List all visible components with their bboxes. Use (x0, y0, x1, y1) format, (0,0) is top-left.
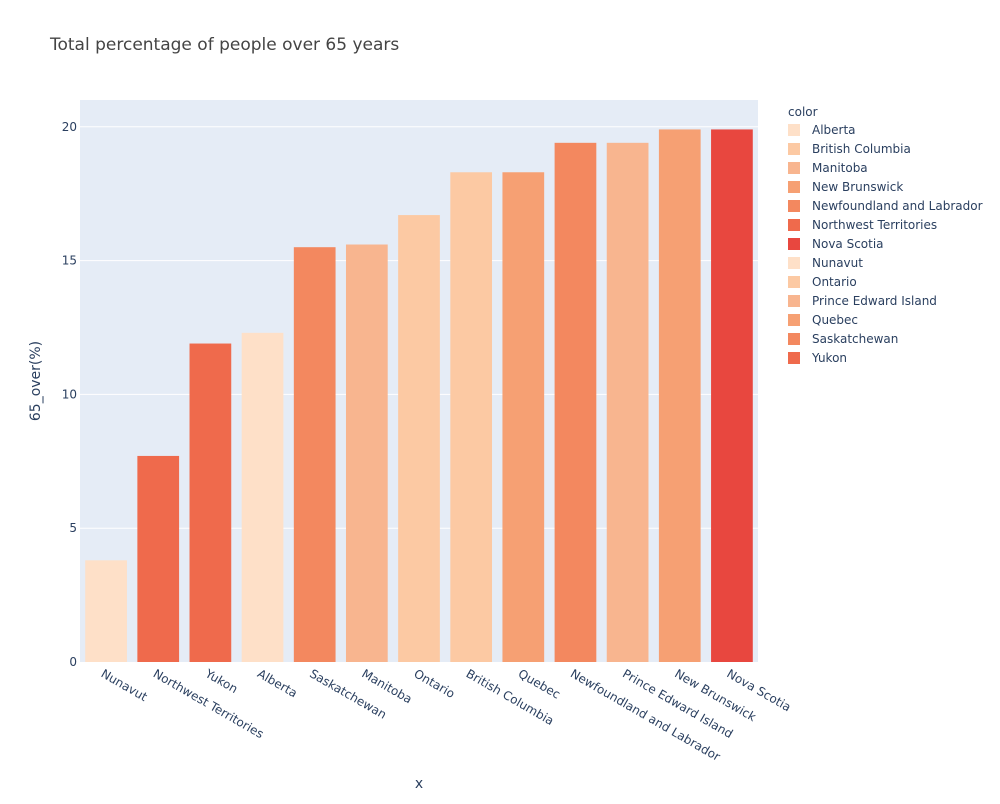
legend-item-northwest-territories[interactable]: Northwest Territories (788, 218, 937, 232)
legend-swatch (788, 314, 800, 326)
bar-northwest-territories[interactable] (137, 455, 180, 662)
legend-item-manitoba[interactable]: Manitoba (788, 161, 868, 175)
legend-label: Prince Edward Island (812, 294, 937, 308)
legend-swatch (788, 162, 800, 174)
bar-quebec[interactable] (502, 172, 545, 662)
legend-label: Northwest Territories (812, 218, 937, 232)
legend-label: Quebec (812, 313, 858, 327)
bar-prince-edward-island[interactable] (606, 142, 649, 663)
legend-swatch (788, 219, 800, 231)
legend-label: Saskatchewan (812, 332, 898, 346)
legend-swatch (788, 257, 800, 269)
x-tick-label: Alberta (255, 666, 300, 700)
legend-label: British Columbia (812, 142, 911, 156)
legend-swatch (788, 352, 800, 364)
y-tick-label: 5 (69, 521, 77, 535)
legend-label: Manitoba (812, 161, 868, 175)
legend-item-new-brunswick[interactable]: New Brunswick (788, 180, 903, 194)
bar-nunavut[interactable] (85, 560, 127, 662)
legend-swatch (788, 238, 800, 250)
bar-newfoundland-and-labrador[interactable] (554, 142, 597, 663)
y-tick-label: 10 (62, 387, 77, 401)
legend-label: Yukon (811, 351, 847, 365)
bar-nova-scotia[interactable] (711, 129, 753, 662)
bar-british-columbia[interactable] (450, 172, 493, 662)
legend-swatch (788, 143, 800, 155)
bar-yukon[interactable] (189, 343, 232, 662)
legend-label: Nunavut (812, 256, 863, 270)
x-tick-label: British Columbia (464, 666, 557, 728)
legend-item-yukon[interactable]: Yukon (788, 351, 847, 365)
y-tick-label: 15 (62, 254, 77, 268)
y-tick-label: 0 (69, 655, 77, 669)
legend-item-nunavut[interactable]: Nunavut (788, 256, 863, 270)
legend-item-newfoundland-and-labrador[interactable]: Newfoundland and Labrador (788, 199, 983, 213)
legend: color Alberta British Columbia Manitoba New… (788, 105, 983, 365)
chart-title: Total percentage of people over 65 years (49, 35, 399, 55)
legend-label: Nova Scotia (812, 237, 884, 251)
legend-item-alberta[interactable]: Alberta (788, 123, 856, 137)
legend-label: New Brunswick (812, 180, 903, 194)
legend-label: Ontario (812, 275, 857, 289)
legend-item-prince-edward-island[interactable]: Prince Edward Island (788, 294, 937, 308)
bar-alberta[interactable] (241, 332, 284, 662)
legend-label: Alberta (812, 123, 856, 137)
legend-item-nova-scotia[interactable]: Nova Scotia (788, 237, 884, 251)
legend-item-saskatchewan[interactable]: Saskatchewan (788, 332, 898, 346)
legend-title: color (788, 105, 818, 119)
legend-item-british-columbia[interactable]: British Columbia (788, 142, 911, 156)
legend-swatch (788, 276, 800, 288)
x-tick-label: Nunavut (99, 666, 150, 704)
y-tick-label: 20 (62, 120, 77, 134)
legend-item-quebec[interactable]: Quebec (788, 313, 858, 327)
bar-new-brunswick[interactable] (658, 129, 701, 662)
legend-item-ontario[interactable]: Ontario (788, 275, 857, 289)
x-tick-label: Yukon (202, 666, 240, 696)
legend-label: Newfoundland and Labrador (812, 199, 983, 213)
y-axis-title: 65_over(%) (28, 341, 44, 421)
x-axis-title: x (415, 776, 423, 792)
legend-swatch (788, 333, 800, 345)
x-tick-label: Ontario (412, 666, 458, 700)
legend-swatch (788, 295, 800, 307)
y-axis-ticks: 0 5 10 15 20 (62, 120, 77, 669)
bar-saskatchewan[interactable] (293, 247, 336, 662)
bars[interactable] (85, 129, 753, 663)
bar-manitoba[interactable] (345, 244, 388, 662)
bar-ontario[interactable] (398, 215, 440, 663)
legend-swatch (788, 200, 800, 212)
legend-swatch (788, 181, 800, 193)
legend-swatch (788, 124, 800, 136)
